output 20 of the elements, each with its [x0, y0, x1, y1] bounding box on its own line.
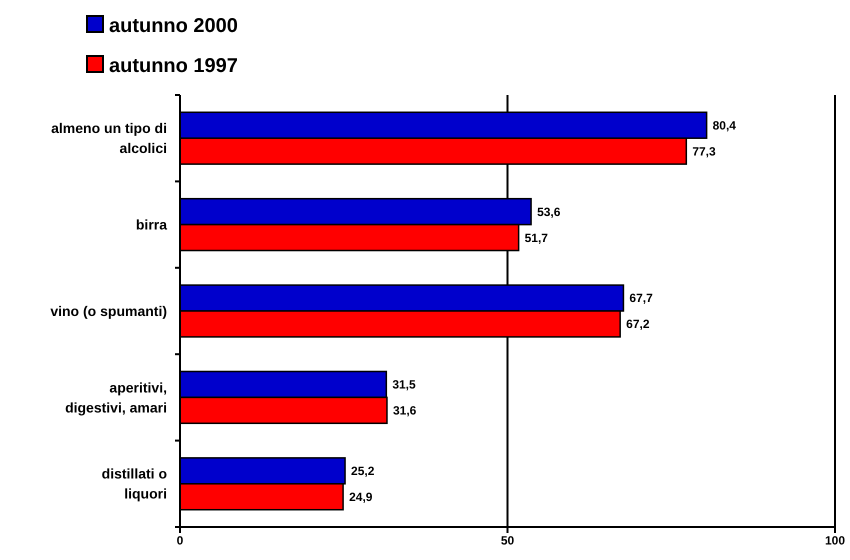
y-tick-label: distillati o liquori: [102, 466, 167, 502]
data-label: 51,7: [524, 230, 548, 245]
data-label: 31,5: [392, 378, 416, 392]
y-tick-label: almeno un tipo di alcolici: [51, 120, 167, 156]
legend-label: autunno 2000: [109, 15, 238, 37]
y-tick-label: vino (o spumanti): [50, 302, 167, 319]
data-label: 80,4: [712, 118, 736, 132]
data-label: 77,3: [692, 144, 716, 158]
data-label: 25,2: [351, 464, 375, 478]
data-label: 67,7: [629, 291, 654, 306]
y-tick-label: aperitivi, digestivi, amari: [65, 379, 167, 416]
x-tick-label: 100: [824, 534, 846, 548]
data-label: 24,9: [349, 490, 373, 504]
data-label: 53,6: [537, 204, 561, 219]
data-label: 31,6: [392, 404, 417, 418]
x-tick-label: 0: [176, 534, 184, 548]
data-label: 67,2: [626, 317, 650, 332]
legend-label: autunno 1997: [109, 55, 238, 77]
y-tick-label: birra: [136, 216, 168, 232]
x-tick-label: 50: [500, 534, 514, 548]
